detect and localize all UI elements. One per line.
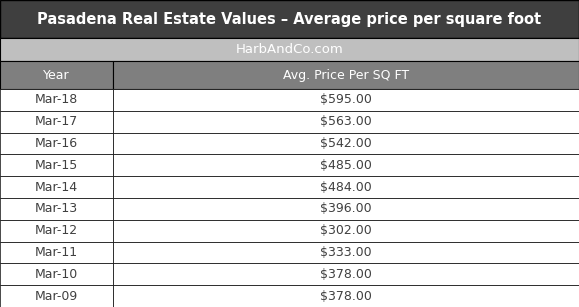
Text: Mar-15: Mar-15 bbox=[35, 159, 78, 172]
Bar bbox=[0, 111, 113, 133]
Text: Mar-13: Mar-13 bbox=[35, 202, 78, 216]
Text: Pasadena Real Estate Values – Average price per square foot: Pasadena Real Estate Values – Average pr… bbox=[38, 12, 541, 27]
Text: $302.00: $302.00 bbox=[320, 224, 372, 237]
Bar bbox=[0, 38, 579, 61]
Bar bbox=[0, 220, 113, 242]
Text: $595.00: $595.00 bbox=[320, 93, 372, 107]
Text: $378.00: $378.00 bbox=[320, 290, 372, 303]
Bar bbox=[0, 285, 113, 307]
Bar bbox=[0, 154, 113, 176]
Text: $378.00: $378.00 bbox=[320, 268, 372, 281]
Text: Avg. Price Per SQ FT: Avg. Price Per SQ FT bbox=[283, 69, 409, 82]
Text: $542.00: $542.00 bbox=[320, 137, 372, 150]
Bar bbox=[113, 111, 579, 133]
Bar bbox=[0, 89, 113, 111]
Bar bbox=[0, 263, 113, 285]
Bar bbox=[113, 133, 579, 154]
Text: Mar-10: Mar-10 bbox=[35, 268, 78, 281]
Text: Mar-09: Mar-09 bbox=[35, 290, 78, 303]
Text: Mar-12: Mar-12 bbox=[35, 224, 78, 237]
Bar bbox=[113, 61, 579, 89]
Text: $485.00: $485.00 bbox=[320, 159, 372, 172]
Text: Mar-11: Mar-11 bbox=[35, 246, 78, 259]
Bar bbox=[0, 61, 113, 89]
Bar bbox=[0, 0, 579, 38]
Text: Mar-14: Mar-14 bbox=[35, 181, 78, 194]
Bar bbox=[113, 89, 579, 111]
Bar bbox=[113, 242, 579, 263]
Text: $396.00: $396.00 bbox=[320, 202, 372, 216]
Bar bbox=[113, 154, 579, 176]
Bar bbox=[113, 220, 579, 242]
Text: Year: Year bbox=[43, 69, 69, 82]
Bar bbox=[113, 198, 579, 220]
Text: HarbAndCo.com: HarbAndCo.com bbox=[236, 43, 343, 56]
Text: Mar-16: Mar-16 bbox=[35, 137, 78, 150]
Text: $333.00: $333.00 bbox=[320, 246, 372, 259]
Text: Mar-18: Mar-18 bbox=[35, 93, 78, 107]
Bar bbox=[113, 263, 579, 285]
Text: $484.00: $484.00 bbox=[320, 181, 372, 194]
Bar bbox=[113, 285, 579, 307]
Bar bbox=[0, 198, 113, 220]
Text: Mar-17: Mar-17 bbox=[35, 115, 78, 128]
Text: $563.00: $563.00 bbox=[320, 115, 372, 128]
Bar bbox=[0, 133, 113, 154]
Bar bbox=[0, 176, 113, 198]
Bar bbox=[0, 242, 113, 263]
Bar bbox=[113, 176, 579, 198]
